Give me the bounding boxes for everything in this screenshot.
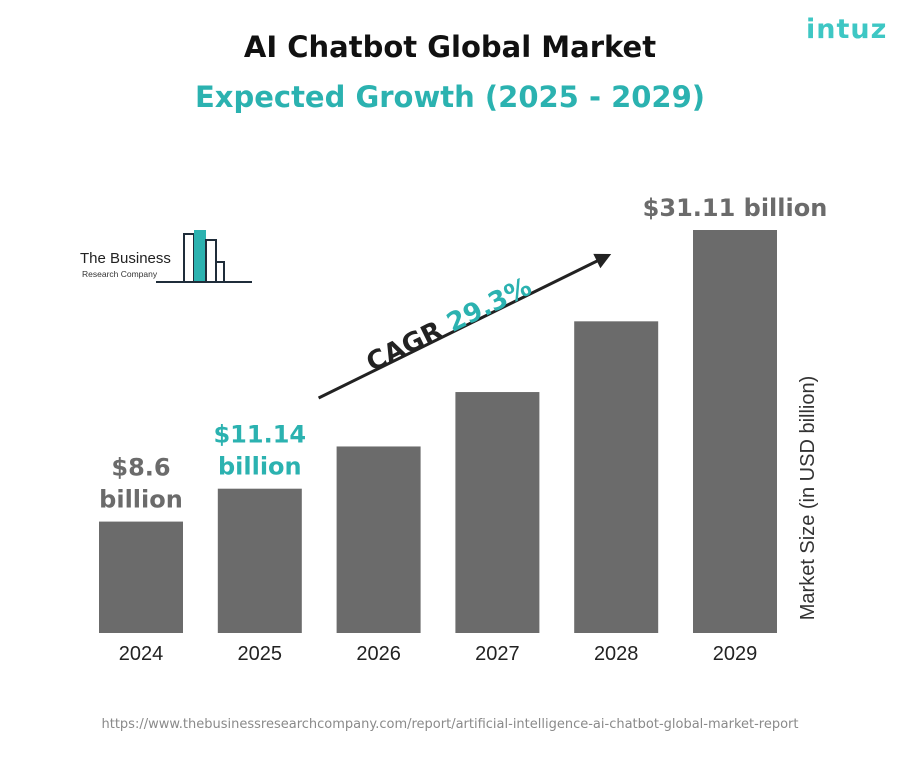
cagr-value: 29.3% <box>442 272 536 339</box>
bar-2027 <box>455 392 540 633</box>
x-tick-label-2028: 2028 <box>594 643 639 665</box>
building-bars-icon <box>156 230 252 283</box>
logo-name-line1: The Business <box>80 250 171 267</box>
bar-2026 <box>336 446 421 633</box>
bar-2025 <box>217 488 302 633</box>
cagr-arrow-line <box>317 256 604 400</box>
cagr-label: CAGR 29.3% <box>362 272 537 378</box>
business-research-company-logo: The Business Research Company <box>78 228 258 288</box>
y-axis-label: Market Size (in USD billion) <box>797 376 819 621</box>
data-label-2025: billion <box>218 453 302 481</box>
cagr-arrow-head <box>593 253 612 269</box>
data-label-2025: $11.14 <box>213 421 306 449</box>
bar-2028 <box>574 321 659 633</box>
cagr-annotation: CAGR 29.3% <box>362 272 537 378</box>
bar-2024 <box>99 521 183 633</box>
data-label-2024: $8.6 <box>111 454 170 482</box>
x-tick-label-2029: 2029 <box>713 643 758 665</box>
x-tick-label-2027: 2027 <box>475 643 520 665</box>
data-label-2024: billion <box>99 486 183 514</box>
chart-subtitle: Expected Growth (2025 - 2029) <box>194 80 706 114</box>
x-tick-label-2025: 2025 <box>238 643 283 665</box>
source-url[interactable]: https://www.thebusinessresearchcompany.c… <box>101 717 799 732</box>
x-tick-label-2026: 2026 <box>356 643 401 665</box>
chart-title: AI Chatbot Global Market <box>243 30 657 64</box>
data-label-2029: $31.11 billion <box>643 194 828 222</box>
intuz-logo: intuz <box>806 14 888 45</box>
bar-2029 <box>693 230 777 633</box>
logo-name-line2: Research Company <box>82 269 158 279</box>
x-tick-label-2024: 2024 <box>119 643 164 665</box>
